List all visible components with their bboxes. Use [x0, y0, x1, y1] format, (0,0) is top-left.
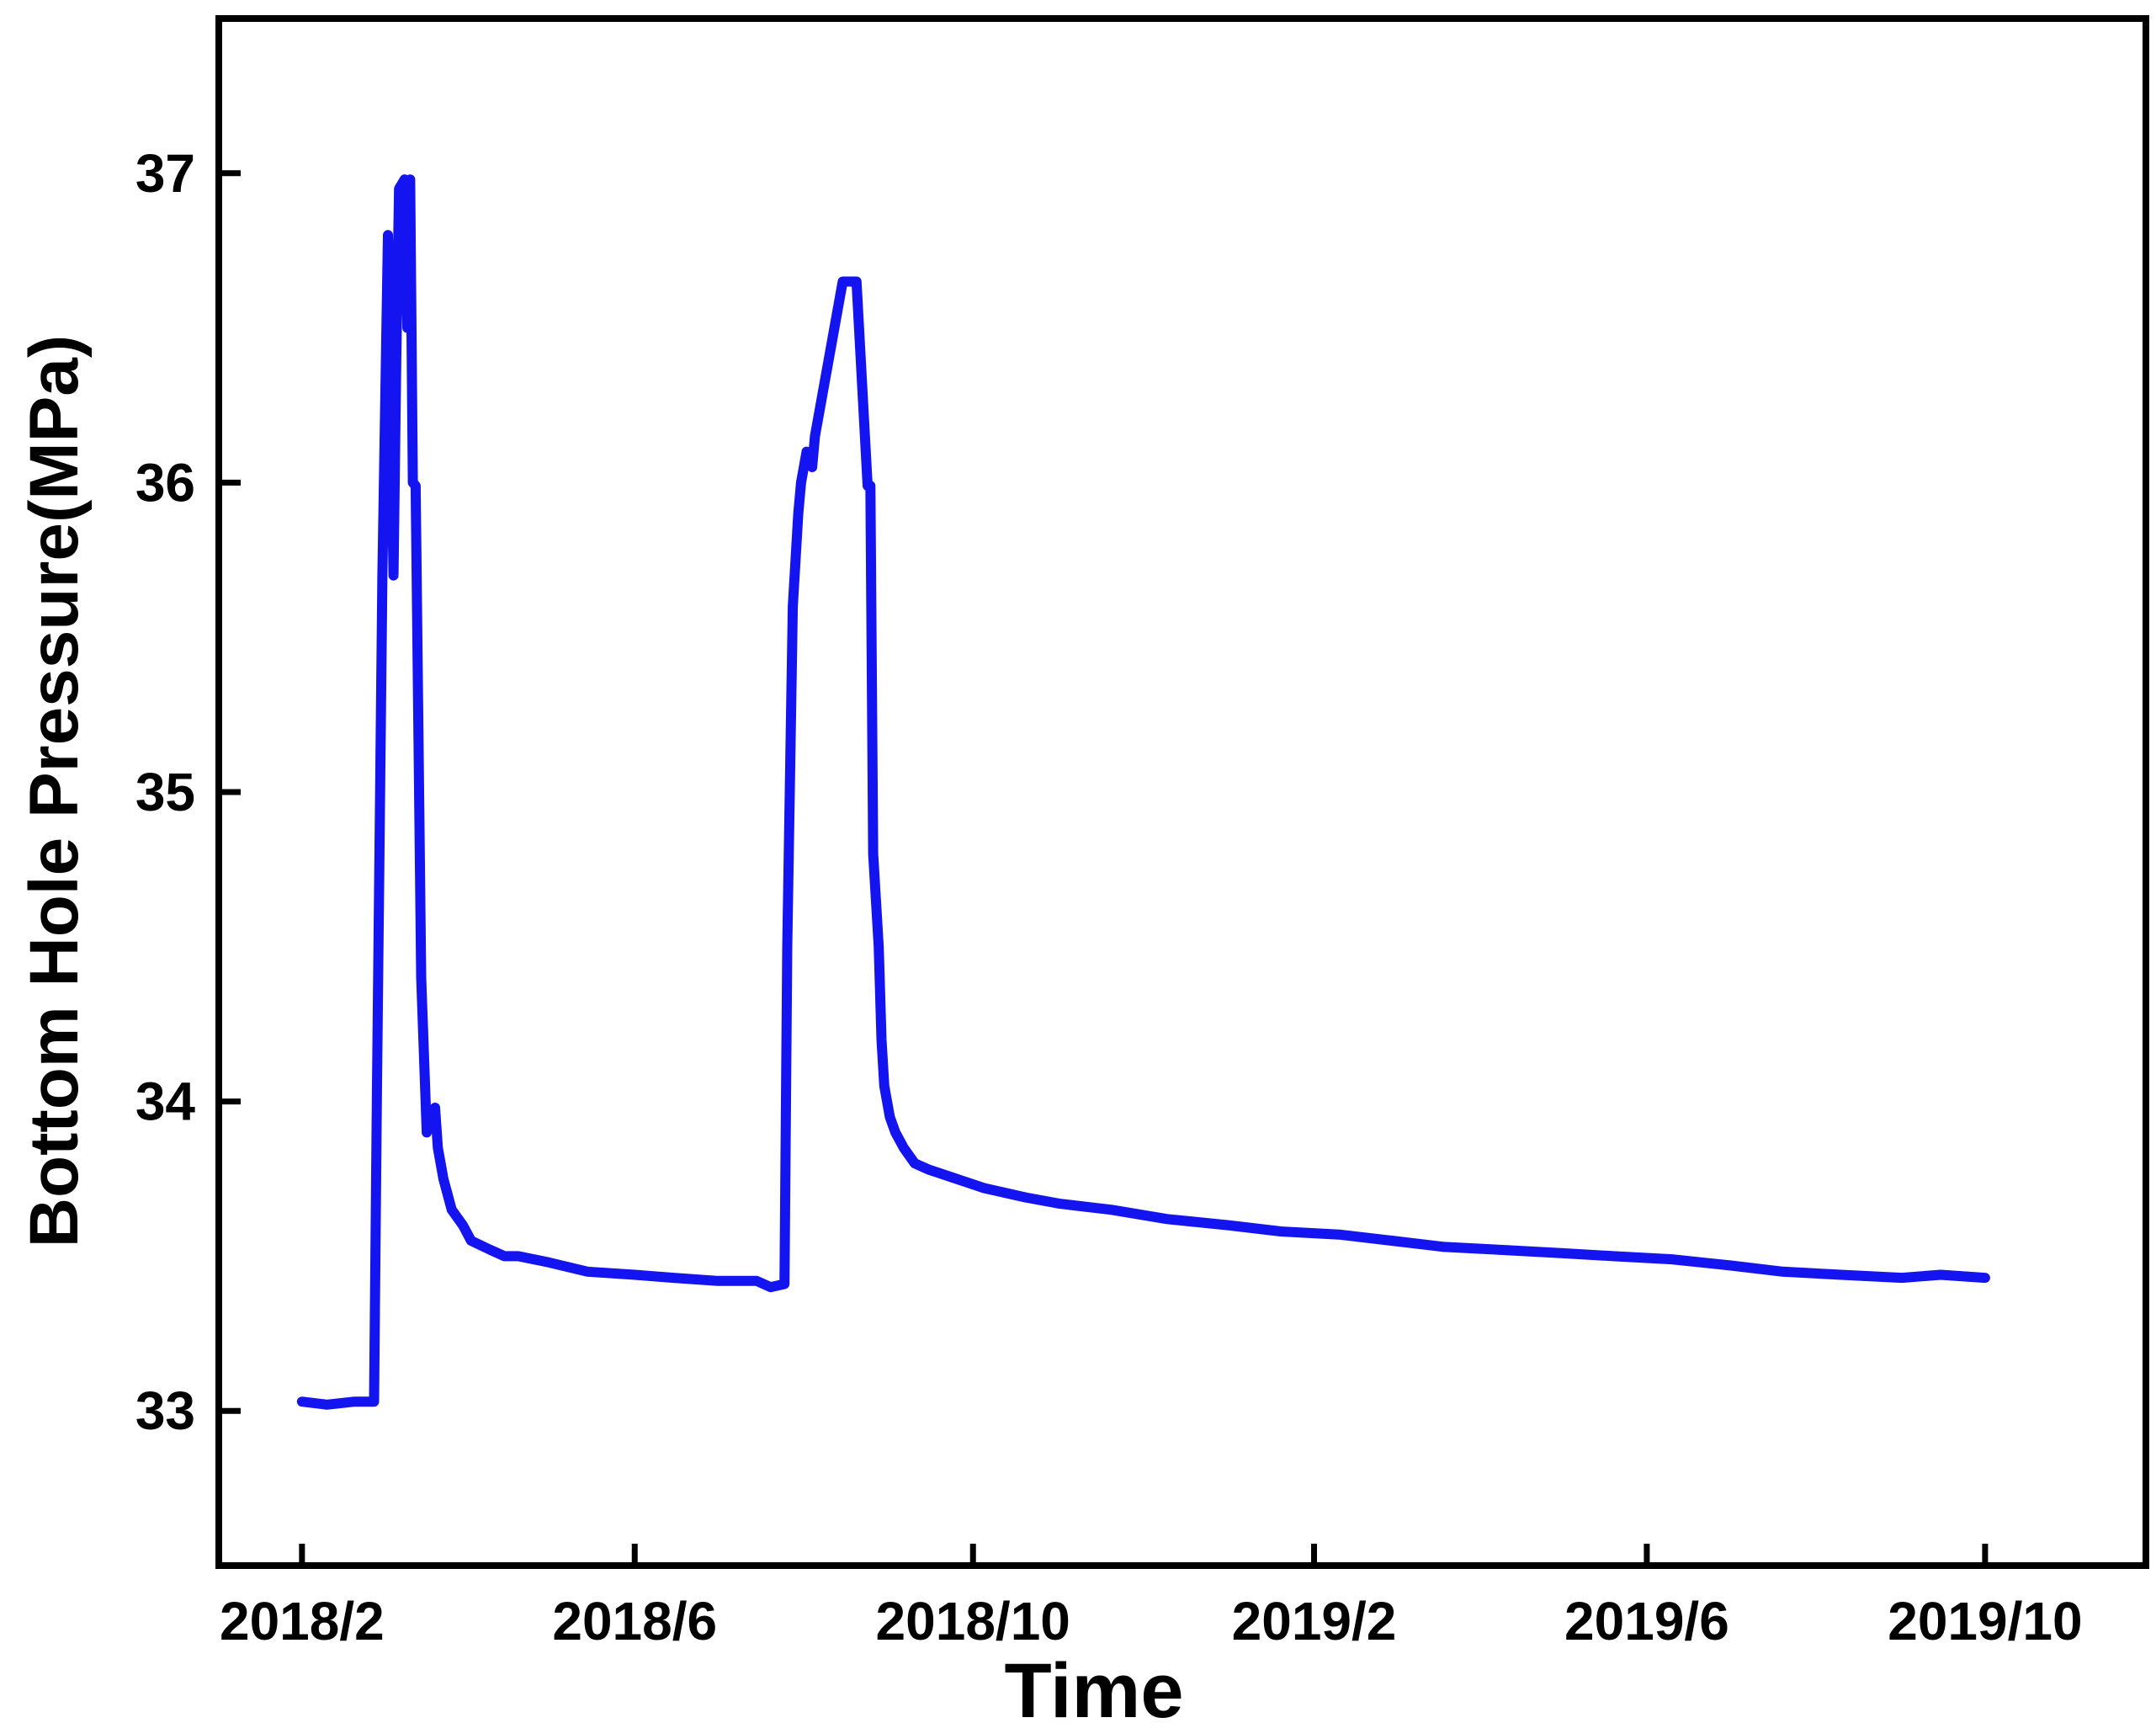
- x-axis-ticks: 2018/2 2018/6 2018/10 2019/2 2019/6 2019/10: [220, 1544, 2083, 1651]
- plot-frame: [215, 15, 2149, 1569]
- x-tick-label: 2019/10: [1888, 1591, 2082, 1651]
- y-tick-label: 37: [135, 143, 195, 204]
- y-tick-label: 35: [135, 762, 195, 822]
- x-tick-label: 2019/2: [1232, 1591, 1397, 1651]
- x-tick-label: 2018/6: [552, 1591, 717, 1651]
- x-tick-label: 2018/2: [220, 1591, 385, 1651]
- y-axis-ticks: 33 34 35 36 37: [135, 143, 241, 1441]
- x-tick-label: 2018/10: [876, 1591, 1070, 1651]
- x-axis-title: Time: [1004, 1648, 1183, 1723]
- y-tick-label: 36: [135, 452, 195, 513]
- x-tick-label: 2019/6: [1564, 1591, 1729, 1651]
- y-tick-label: 34: [135, 1072, 196, 1132]
- y-axis-title: Bottom Hole Pressure(MPa): [16, 335, 93, 1247]
- pressure-series-line: [296, 174, 1990, 1410]
- y-tick-label: 33: [135, 1380, 195, 1441]
